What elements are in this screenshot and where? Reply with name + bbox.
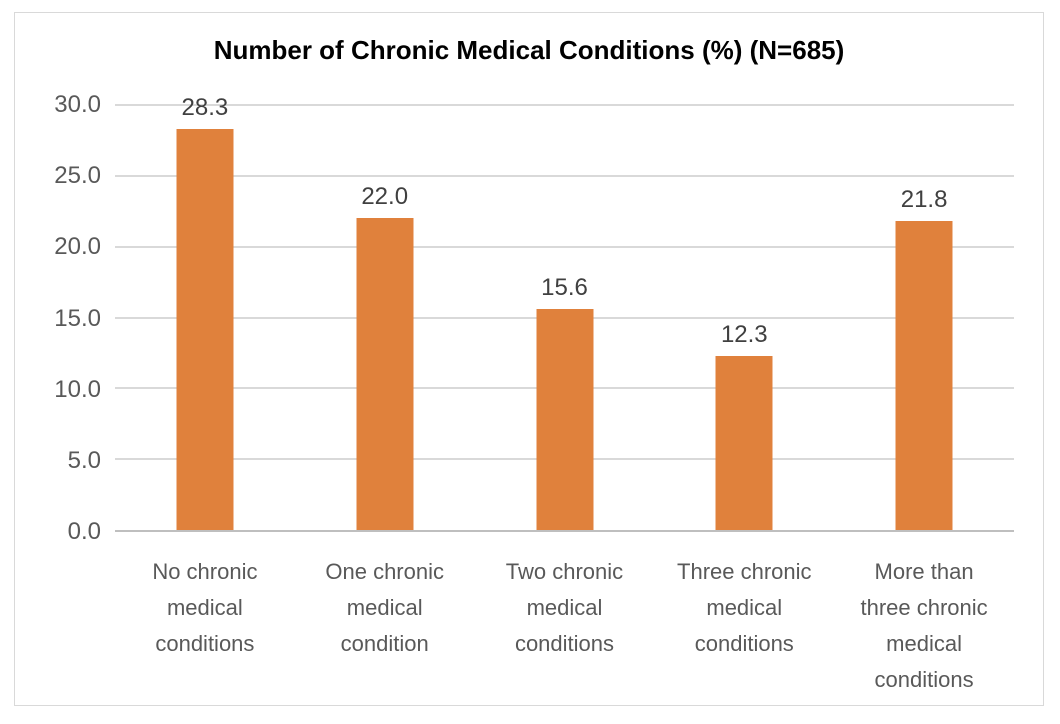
x-category-slot: One chronic medical condition — [295, 554, 475, 698]
x-category-label-2: One chronic medical condition — [325, 559, 444, 656]
y-tick-label: 0.0 — [67, 518, 101, 545]
gridline — [115, 104, 1014, 106]
y-tick-label: 25.0 — [54, 162, 101, 190]
x-category-label-3: Two chronic medical conditions — [505, 559, 624, 656]
x-axis-labels: No chronic medical conditions One chronic… — [115, 554, 1014, 698]
value-label-4: 12.3 — [720, 320, 768, 348]
y-axis-spacer — [15, 554, 115, 698]
value-label-3: 15.6 — [541, 274, 588, 302]
chart-body: 0.0 5.0 10.0 15.0 20.0 25.0 30.0 28.3 22.0 15.6 1… — [15, 91, 1043, 545]
chart-title: Number of Chronic Medical Conditions (%)… — [213, 35, 845, 65]
value-label-1: 28.3 — [181, 94, 229, 122]
y-tick-label: 15.0 — [54, 304, 101, 332]
gridline — [115, 174, 1014, 177]
bar-4 — [715, 355, 773, 530]
bar-1 — [176, 129, 234, 530]
x-category-slot: Three chronic medical conditions — [654, 554, 834, 698]
bar-3 — [536, 309, 593, 530]
x-category-slot: More than three chronic medical conditio… — [834, 554, 1014, 698]
x-axis: No chronic medical conditions One chronic… — [15, 554, 1043, 698]
y-tick-label: 20.0 — [54, 233, 101, 261]
value-label-5: 21.8 — [900, 186, 948, 214]
y-tick-label: 5.0 — [67, 446, 101, 474]
x-category-slot: No chronic medical conditions — [115, 554, 295, 698]
x-category-label-5: More than three chronic medical conditio… — [860, 559, 988, 692]
chart-figure: Number of Chronic Medical Conditions (%)… — [14, 12, 1044, 706]
x-category-slot: Two chronic medical conditions — [475, 554, 655, 698]
gridline — [115, 245, 1014, 248]
y-tick-label: 10.0 — [54, 375, 101, 403]
plot-area: 28.3 22.0 15.6 12.3 21.8 — [115, 94, 1014, 532]
y-axis: 0.0 5.0 10.0 15.0 20.0 25.0 30.0 — [15, 91, 115, 545]
y-tick-label: 30.0 — [54, 91, 101, 118]
value-label-2: 22.0 — [361, 183, 409, 211]
bar-2 — [356, 218, 414, 530]
x-category-label-4: Three chronic medical conditions — [677, 559, 812, 656]
bar-5 — [895, 221, 953, 530]
x-category-label-1: No chronic medical conditions — [152, 559, 258, 656]
